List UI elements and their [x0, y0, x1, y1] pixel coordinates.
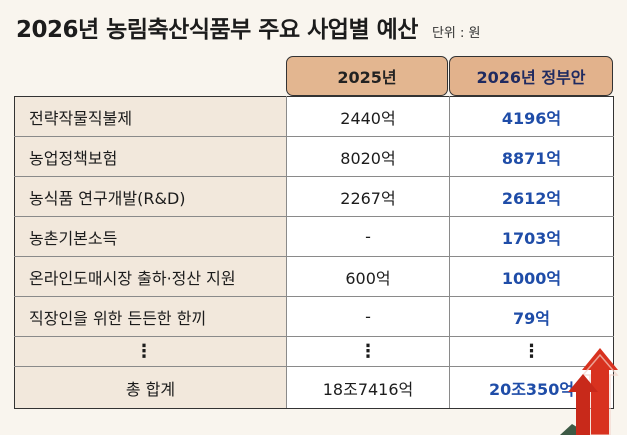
budget-2026: 1000억: [449, 256, 614, 297]
ellipsis-mark: ⋮: [359, 341, 377, 362]
table-row: 농업정책보험 8020억 8871억: [14, 136, 614, 177]
program-name: 전략작물직불제: [14, 96, 287, 137]
program-name: 농업정책보험: [14, 136, 287, 177]
budget-2026: 8871억: [449, 136, 614, 177]
budget-2026: 1703억: [449, 216, 614, 257]
arrow-tall: [582, 348, 618, 435]
total-label: 총 합계: [14, 366, 287, 409]
ellipsis-row: ⋮ ⋮ ⋮: [14, 336, 614, 367]
budget-2025: 8020억: [286, 136, 450, 177]
arrow-short: [568, 374, 598, 435]
budget-2026: 2612억: [449, 176, 614, 217]
budget-2025: 2267억: [286, 176, 450, 217]
program-name: 농촌기본소득: [14, 216, 287, 257]
budget-2026: 4196억: [449, 96, 614, 137]
budget-2025: -: [286, 296, 450, 337]
program-name: 농식품 연구개발(R&D): [14, 176, 287, 217]
total-2026: 20조350억: [449, 366, 614, 409]
table-row: 직장인을 위한 든든한 한끼 - 79억: [14, 296, 614, 337]
budget-2025: -: [286, 216, 450, 257]
total-row: 총 합계 18조7416억 20조350억: [14, 366, 614, 409]
ellipsis-mark: ⋮: [522, 341, 541, 362]
budget-table: 전략작물직불제 2440억 4196억 농업정책보험 8020억 8871억 농…: [14, 96, 614, 409]
program-name: 직장인을 위한 든든한 한끼: [14, 296, 287, 337]
column-header-2026: 2026년 정부안: [449, 56, 613, 96]
ellipsis-mark: ⋮: [135, 341, 153, 362]
rising-arrows-icon: [560, 348, 619, 435]
table-row: 농촌기본소득 - 1703억: [14, 216, 614, 257]
table-row: 농식품 연구개발(R&D) 2267억 2612억: [14, 176, 614, 217]
budget-2026: 79억: [449, 296, 614, 337]
program-name: 온라인도매시장 출하·정산 지원: [14, 256, 287, 297]
total-2025: 18조7416억: [286, 366, 450, 409]
page-title: 2026년 농림축산식품부 주요 사업별 예산: [16, 17, 418, 43]
unit-label: 단위 : 원: [431, 26, 481, 41]
column-header-2025: 2025년: [286, 56, 448, 96]
budget-2025: 600억: [286, 256, 450, 297]
title-row: 2026년 농림축산식품부 주요 사업별 예산 단위 : 원: [16, 10, 480, 44]
table-row: 전략작물직불제 2440억 4196억: [14, 96, 614, 137]
table-row: 온라인도매시장 출하·정산 지원 600억 1000억: [14, 256, 614, 297]
budget-2025: 2440억: [286, 96, 450, 137]
